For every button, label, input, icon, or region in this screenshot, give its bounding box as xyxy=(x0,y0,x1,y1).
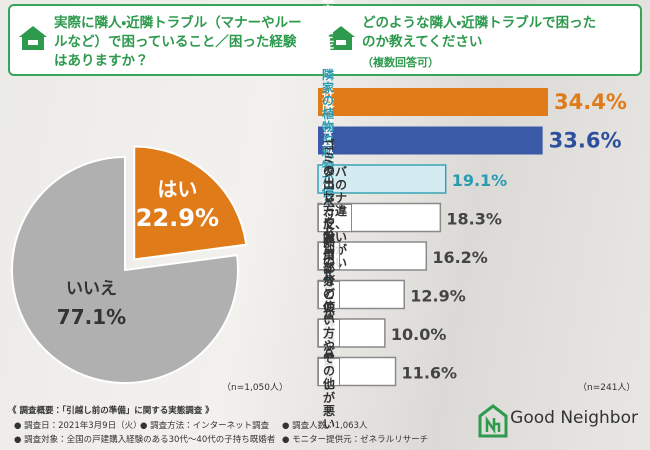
pie-value-label: 22.9% xyxy=(136,204,219,232)
bar-value-label: 18.3% xyxy=(446,210,502,229)
bar xyxy=(318,126,543,155)
bar-label: その他 xyxy=(318,352,341,391)
bar-label: 共用部分の使い方やマナーが悪い xyxy=(318,235,341,430)
brand-icon xyxy=(478,404,508,438)
footer-item: ● 調査方法：インターネット調査 xyxy=(140,421,270,431)
brand: Good Neighbor xyxy=(510,408,638,428)
bar-value-label: 34.4% xyxy=(554,90,627,114)
right-question: どのような隣人・近隣トラブルで困ったのか教えてください xyxy=(362,15,597,50)
bar-value-label: 33.6% xyxy=(549,129,622,153)
footer-item: ● 調査対象：全国の戸建購入経験のある30代～40代の子持ち既婚者 xyxy=(14,435,276,445)
bar xyxy=(318,88,548,116)
pie-slice xyxy=(133,145,248,261)
pie-category-label: いいえ xyxy=(66,279,117,299)
bar-value-label: 16.2% xyxy=(432,248,488,267)
footer-title: 《 調査概要：「引越し前の準備」に関する実態調査 》 xyxy=(8,406,214,416)
left-question: 実際に隣人・近隣トラブル（マナーやルールなど）で困っていること／困った経験はあり… xyxy=(54,15,302,69)
pie-value-label: 77.1% xyxy=(57,305,126,329)
pie-category-label: はい xyxy=(157,177,197,201)
house-icon xyxy=(19,26,47,50)
bar-note: （n=241人） xyxy=(578,383,636,393)
header: 実際に隣人・近隣トラブル（マナーやルールなど）で困っていること／困った経験はあり… xyxy=(8,4,642,76)
bar-value-label: 12.9% xyxy=(410,287,466,306)
pie-note: （n=1,050人） xyxy=(222,383,289,393)
bar-value-label: 19.1% xyxy=(452,171,508,190)
footer-item: ● 調査人数：1,063人 xyxy=(282,421,368,431)
chart: はい 22.9% いいえ 77.1% 34.4% 33.6% 19.1% 18.3% 16.2%… xyxy=(11,88,627,387)
bar xyxy=(317,164,447,194)
bar-value-label: 11.6% xyxy=(402,364,458,383)
right-note: （複数回答可） xyxy=(362,56,439,69)
house-icon xyxy=(327,26,355,50)
pie-slice xyxy=(11,155,239,384)
footer-item: ● 調査日：2021年3月9日（火） xyxy=(14,421,142,431)
bar-value-label: 10.0% xyxy=(391,325,447,344)
footer-item: ● モニター提供元：ゼネラルリサーチ xyxy=(282,435,429,445)
